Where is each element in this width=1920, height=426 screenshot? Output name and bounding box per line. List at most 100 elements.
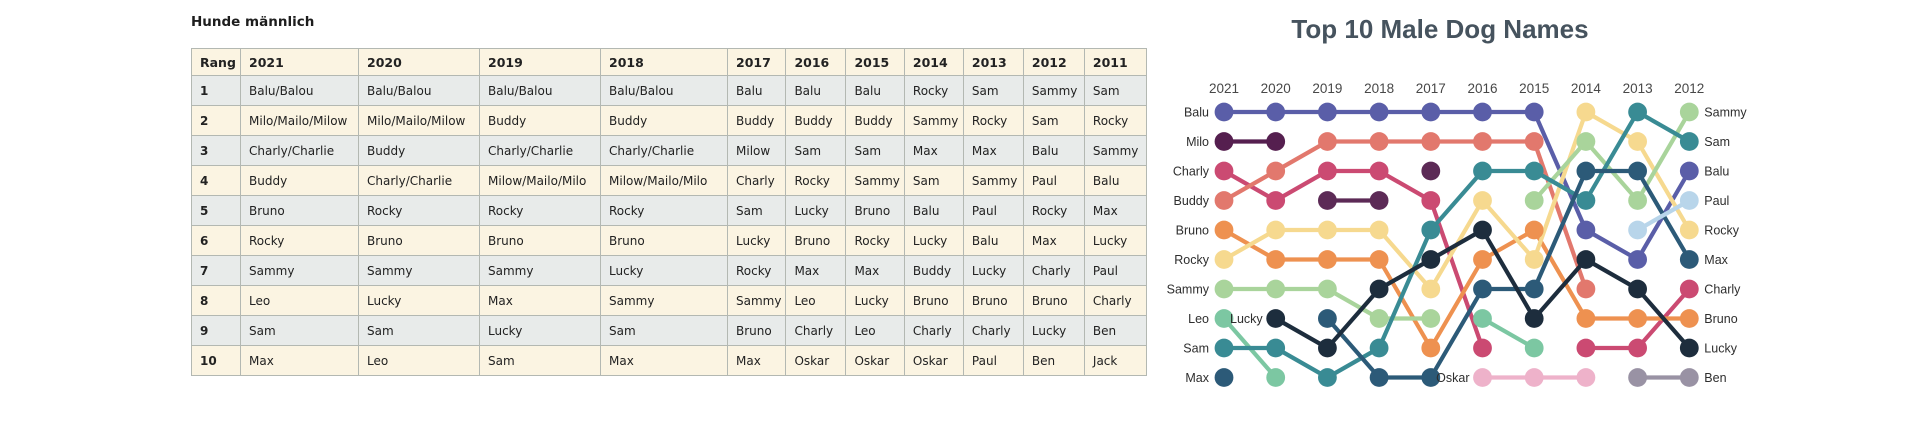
bump-dot-rocky bbox=[1524, 250, 1544, 269]
rank-cell: 6 bbox=[191, 225, 241, 256]
bump-dot-rocky bbox=[1576, 102, 1596, 122]
name-cell: Leo bbox=[785, 285, 847, 316]
table-row: 2 Milo/Mailo/Milow Milo/Mailo/Milow Buddy Bu… bbox=[191, 105, 1147, 136]
bump-dot-buddy bbox=[1369, 132, 1389, 151]
bump-dot-balu bbox=[1679, 161, 1699, 181]
name-cell: Buddy bbox=[600, 105, 728, 136]
column-header: 2019 bbox=[479, 48, 601, 76]
bump-dot-sammy bbox=[1318, 279, 1337, 299]
bump-dot-sammy bbox=[1679, 102, 1699, 122]
bump-dot-max bbox=[1214, 368, 1234, 387]
bump-dot-milow bbox=[1369, 191, 1389, 210]
bump-dot-milo bbox=[1214, 132, 1234, 151]
rank-label-right: Bruno bbox=[1704, 312, 1737, 326]
name-cell: Buddy bbox=[845, 105, 905, 136]
bump-dot-sam bbox=[1266, 338, 1286, 358]
bump-dot-buddy bbox=[1524, 132, 1544, 151]
name-cell: Balu/Balou bbox=[600, 75, 728, 106]
name-cell: Charly bbox=[785, 315, 847, 346]
bump-dot-rocky bbox=[1421, 279, 1441, 299]
rank-cell: 3 bbox=[191, 135, 241, 166]
bump-dot-bruno bbox=[1473, 250, 1492, 269]
bump-dot-charly bbox=[1214, 161, 1234, 181]
table-row: 9 Sam Sam Lucky Sam Bruno Charly Leo Charly Charl… bbox=[191, 315, 1147, 346]
name-cell: Rocky bbox=[1083, 105, 1147, 136]
name-cell: Balu bbox=[845, 75, 905, 106]
name-cell: Balu bbox=[1022, 135, 1085, 166]
name-cell: Bruno bbox=[600, 225, 728, 256]
table-row: 7 Sammy Sammy Sammy Lucky Rocky Max Max Buddy Luc… bbox=[191, 255, 1147, 286]
bump-dot-sam bbox=[1576, 191, 1596, 210]
name-cell: Bruno bbox=[903, 285, 964, 316]
name-cell: Milow/Mailo/Milo bbox=[600, 165, 728, 196]
name-cell: Sam bbox=[903, 165, 964, 196]
bump-dot-leo bbox=[1266, 368, 1286, 387]
bump-dot-oskar bbox=[1524, 368, 1544, 387]
bump-dot-sammy bbox=[1214, 279, 1234, 299]
name-cell: Rocky bbox=[479, 195, 601, 226]
name-cell: Lucky bbox=[479, 315, 601, 346]
name-cell: Rocky bbox=[726, 255, 787, 286]
table-row: 10 Max Leo Sam Max Max Oskar Oskar Oskar Paul Ben J… bbox=[191, 345, 1147, 376]
bump-dot-rocky bbox=[1369, 220, 1389, 240]
name-cell: Bruno bbox=[962, 285, 1024, 316]
bump-dot-charly bbox=[1576, 338, 1596, 358]
name-cell: Max bbox=[1022, 225, 1085, 256]
name-cell: Charly/Charlie bbox=[358, 165, 480, 196]
year-label: 2020 bbox=[1261, 81, 1291, 96]
year-label: 2014 bbox=[1571, 81, 1602, 96]
bump-dot-max bbox=[1369, 368, 1389, 387]
bump-dot-buddy bbox=[1266, 161, 1286, 181]
bump-dot-balu bbox=[1628, 250, 1647, 269]
bump-dot-buddy bbox=[1318, 132, 1337, 151]
name-cell: Leo bbox=[358, 345, 480, 376]
name-cell: Paul bbox=[962, 195, 1024, 226]
name-cell: Buddy bbox=[240, 165, 359, 196]
name-cell: Milo/Mailo/Milow bbox=[358, 105, 480, 136]
name-cell: Bruno bbox=[845, 195, 905, 226]
name-cell: Buddy bbox=[903, 255, 964, 286]
name-cell: Leo bbox=[845, 315, 905, 346]
rank-label-right: Sam bbox=[1704, 135, 1730, 149]
name-cell: Balu/Balou bbox=[479, 75, 601, 106]
name-cell: Ben bbox=[1022, 345, 1085, 376]
name-cell: Lucky bbox=[785, 195, 847, 226]
bump-dot-bruno bbox=[1524, 220, 1544, 240]
name-cell: Rocky bbox=[785, 165, 847, 196]
bump-line-bruno bbox=[1221, 227, 1692, 351]
bump-dot-paul bbox=[1679, 191, 1699, 210]
name-cell: Oskar bbox=[903, 345, 964, 376]
table-row: 6 Rocky Bruno Bruno Bruno Lucky Bruno Rocky Luck… bbox=[191, 225, 1147, 256]
table-row: 1 Balu/Balou Balu/Balou Balu/Balou Balu/Balo… bbox=[191, 75, 1147, 106]
name-cell: Rocky bbox=[358, 195, 480, 226]
bump-dot-bruno bbox=[1318, 250, 1337, 269]
name-cell: Sammy bbox=[1083, 135, 1147, 166]
name-cell: Rocky bbox=[600, 195, 728, 226]
bump-dot-sammy bbox=[1421, 309, 1441, 328]
rank-cell: 2 bbox=[191, 105, 241, 136]
rank-label-left: Milo bbox=[1186, 135, 1209, 149]
bump-dot-sammy bbox=[1576, 132, 1596, 151]
column-header: 2014 bbox=[903, 48, 964, 76]
bump-dot-lucky bbox=[1421, 250, 1441, 269]
column-header: Rang bbox=[191, 48, 241, 76]
bump-dot-balu bbox=[1214, 102, 1234, 122]
bump-dot-lucky bbox=[1679, 338, 1699, 358]
name-cell: Balu/Balou bbox=[358, 75, 480, 106]
bump-dot-charly bbox=[1628, 338, 1647, 358]
bump-dot-max bbox=[1318, 309, 1337, 328]
name-cell: Milow bbox=[726, 135, 787, 166]
name-cell: Buddy bbox=[785, 105, 847, 136]
name-cell: Sammy bbox=[845, 165, 905, 196]
name-cell: Max bbox=[785, 255, 847, 286]
name-cell: Milow/Mailo/Milo bbox=[479, 165, 601, 196]
rank-cell: 5 bbox=[191, 195, 241, 226]
bump-dot-rocky bbox=[1318, 220, 1337, 240]
name-cell: Sammy bbox=[479, 255, 601, 286]
bump-dot-charly bbox=[1679, 279, 1699, 299]
chart-title: Top 10 Male Dog Names bbox=[1291, 14, 1588, 44]
rank-label-left: Rocky bbox=[1174, 253, 1209, 267]
name-cell: Max bbox=[600, 345, 728, 376]
bump-dot-max bbox=[1524, 279, 1544, 299]
bump-dot-milow bbox=[1318, 191, 1337, 210]
